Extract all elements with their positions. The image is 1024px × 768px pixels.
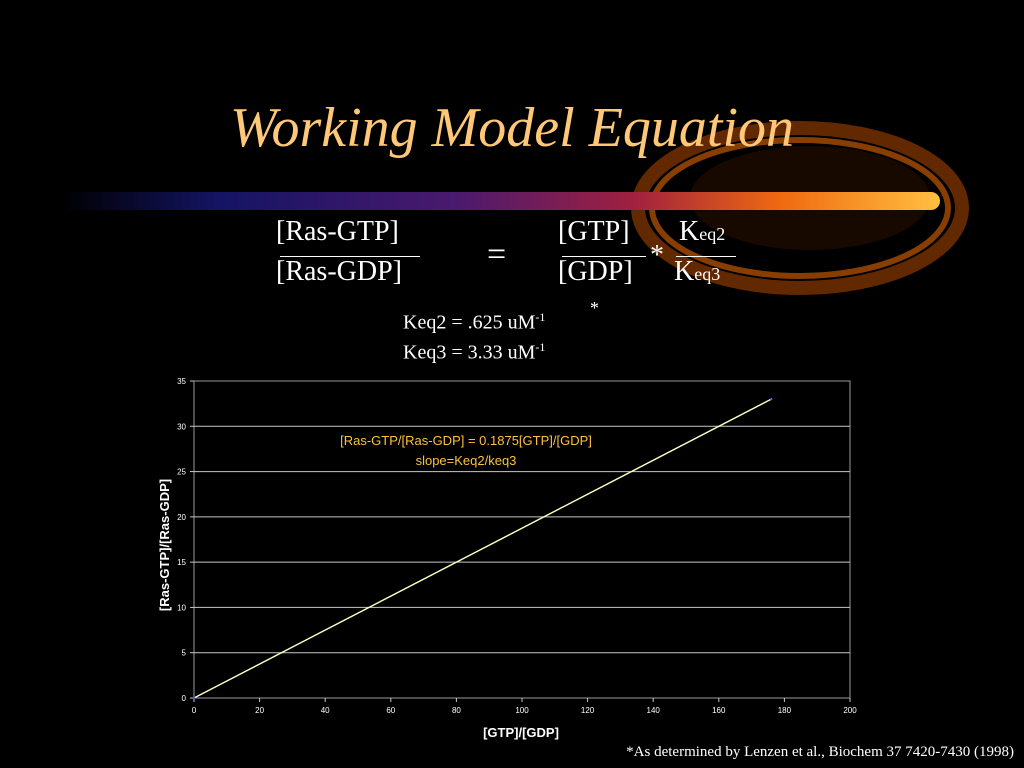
x-axis-label: [GTP]/[GDP] — [483, 725, 559, 740]
k-fraction-bar — [676, 256, 736, 257]
right-fraction-bar — [562, 256, 646, 257]
plot-area — [193, 380, 851, 699]
x-tick-label: 160 — [712, 706, 726, 715]
left-numerator: [Ras-GTP] — [276, 216, 399, 247]
y-axis-label: [Ras-GTP]/[Ras-GDP] — [157, 479, 172, 611]
series-line — [193, 398, 772, 699]
citation-footnote: *As determined by Lenzen et al., Biochem… — [626, 744, 1014, 760]
keq2-text: Keq2 = .625 uM — [403, 311, 536, 334]
y-tick-label: 25 — [177, 468, 186, 477]
data-point — [770, 397, 773, 401]
data-point — [192, 696, 196, 700]
k-denominator-symbol: K — [674, 256, 695, 287]
x-tick-label: 0 — [192, 706, 197, 715]
y-tick-label: 10 — [177, 603, 186, 612]
keq2-exponent: -1 — [535, 310, 546, 324]
left-denominator: [Ras-GDP] — [276, 256, 402, 287]
right-denominator: [GDP] — [558, 256, 633, 287]
x-tick-label: 60 — [386, 706, 395, 715]
keq2-constant: Keq2 = .625 uM-1 — [403, 310, 545, 335]
x-tick-label: 120 — [581, 706, 595, 715]
keq3-exponent: -1 — [535, 340, 546, 354]
k-denominator: Keq3 — [674, 256, 720, 288]
y-tick-label: 35 — [177, 377, 186, 386]
chart-annotation-slope: slope=Keq2/keq3 — [416, 453, 517, 468]
x-tick-label: 140 — [647, 706, 661, 715]
equals-sign: = — [487, 236, 507, 273]
k-numerator: Keq2 — [679, 216, 725, 248]
left-fraction-bar — [280, 256, 420, 257]
keq3-constant: Keq3 = 3.33 uM-1 — [403, 340, 545, 365]
x-tick-label: 40 — [321, 706, 330, 715]
series — [192, 397, 773, 700]
k-denominator-subscript: eq3 — [694, 264, 721, 284]
x-tick-label: 200 — [843, 706, 857, 715]
x-tick-label: 180 — [778, 706, 792, 715]
k-numerator-symbol: K — [679, 216, 700, 247]
right-numerator: [GTP] — [558, 216, 630, 247]
keq2-footnote-mark: * — [590, 298, 599, 318]
plot-border — [193, 380, 851, 699]
x-tick-labels: 0 20 40 60 80 100 120 140 160 180 200 — [192, 698, 857, 715]
gridlines — [194, 425, 850, 654]
y-tick-labels: 0 5 10 15 20 25 30 35 — [177, 377, 194, 703]
y-tick-label: 30 — [177, 422, 186, 431]
chart-annotation-equation: [Ras-GTP/[Ras-GDP] = 0.1875[GTP]/[GDP] — [340, 433, 592, 448]
x-tick-label: 80 — [452, 706, 461, 715]
slide-title: Working Model Equation — [229, 97, 795, 159]
k-numerator-subscript: eq2 — [699, 224, 726, 244]
x-tick-label: 20 — [255, 706, 264, 715]
keq3-text: Keq3 = 3.33 uM — [403, 341, 536, 364]
y-tick-label: 15 — [177, 558, 186, 567]
y-tick-label: 20 — [177, 513, 186, 522]
multiply-sign: * — [650, 240, 664, 271]
y-tick-label: 5 — [182, 649, 187, 658]
y-tick-label: 0 — [182, 694, 187, 703]
x-tick-label: 100 — [515, 706, 529, 715]
